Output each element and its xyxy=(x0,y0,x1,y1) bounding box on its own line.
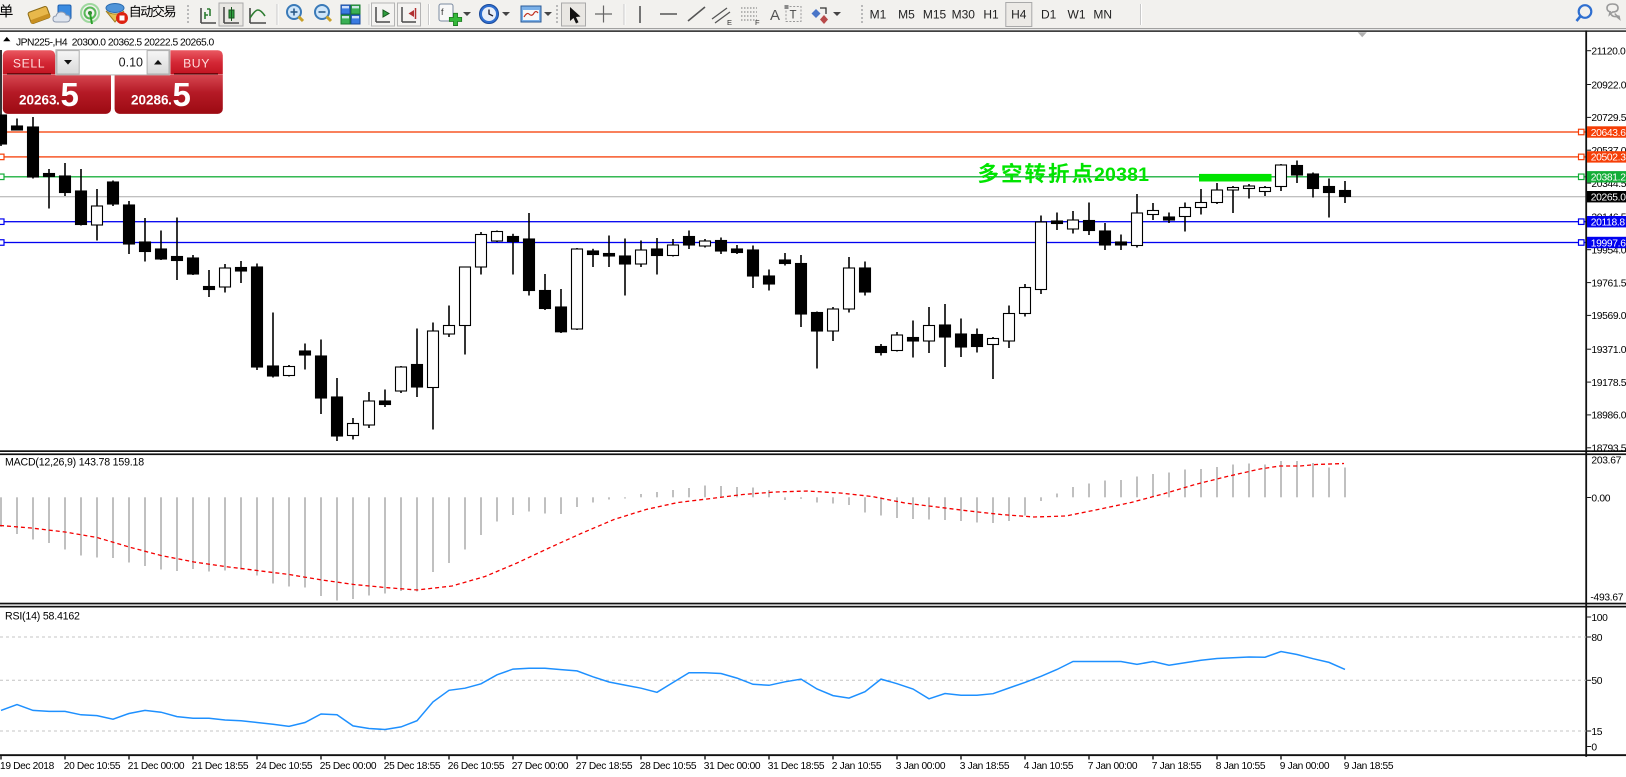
svg-text:M1: M1 xyxy=(870,8,887,22)
svg-text:0.00: 0.00 xyxy=(1591,493,1610,504)
svg-text:20344.5: 20344.5 xyxy=(1591,179,1626,190)
svg-text:H4: H4 xyxy=(1011,8,1027,22)
svg-text:SELL: SELL xyxy=(13,57,45,71)
svg-text:20643.6: 20643.6 xyxy=(1591,128,1626,139)
svg-text:BUY: BUY xyxy=(183,57,210,71)
svg-text:8 Jan 10:55: 8 Jan 10:55 xyxy=(1216,761,1266,772)
svg-text:18986.0: 18986.0 xyxy=(1591,411,1626,422)
svg-text:9 Jan 00:00: 9 Jan 00:00 xyxy=(1280,761,1330,772)
svg-text:21120.0: 21120.0 xyxy=(1591,47,1626,58)
svg-text:80: 80 xyxy=(1591,633,1602,644)
svg-text:.: . xyxy=(56,92,60,108)
svg-text:21 Dec 00:00: 21 Dec 00:00 xyxy=(128,761,185,772)
svg-text:W1: W1 xyxy=(1068,8,1086,22)
svg-text:5: 5 xyxy=(173,76,191,113)
svg-text:9 Jan 18:55: 9 Jan 18:55 xyxy=(1344,761,1394,772)
svg-text:M5: M5 xyxy=(898,8,915,22)
svg-text:20286: 20286 xyxy=(131,93,169,108)
svg-text:D1: D1 xyxy=(1041,8,1057,22)
svg-text:21 Dec 18:55: 21 Dec 18:55 xyxy=(192,761,249,772)
svg-text:0.10: 0.10 xyxy=(119,56,143,70)
svg-text:19761.5: 19761.5 xyxy=(1591,278,1626,289)
svg-text:25 Dec 00:00: 25 Dec 00:00 xyxy=(320,761,377,772)
svg-text:20381.2: 20381.2 xyxy=(1591,173,1626,184)
svg-text:3 Jan 00:00: 3 Jan 00:00 xyxy=(896,761,946,772)
svg-text:M15: M15 xyxy=(923,8,947,22)
svg-text:-493.67: -493.67 xyxy=(1590,592,1623,603)
svg-text:20502.3: 20502.3 xyxy=(1591,153,1626,164)
svg-text:27 Dec 00:00: 27 Dec 00:00 xyxy=(512,761,569,772)
svg-text:20381: 20381 xyxy=(1094,164,1149,186)
svg-text:.: . xyxy=(168,92,172,108)
svg-text:0: 0 xyxy=(1591,742,1597,753)
svg-text:19178.5: 19178.5 xyxy=(1591,378,1626,389)
svg-text:19 Dec 2018: 19 Dec 2018 xyxy=(0,761,55,772)
svg-text:7 Jan 00:00: 7 Jan 00:00 xyxy=(1088,761,1138,772)
svg-text:19569.0: 19569.0 xyxy=(1591,311,1626,322)
svg-text:5: 5 xyxy=(61,76,79,113)
svg-text:H1: H1 xyxy=(983,8,999,22)
svg-text:20263: 20263 xyxy=(19,93,57,108)
svg-text:RSI(14) 58.4162: RSI(14) 58.4162 xyxy=(5,611,80,623)
svg-text:20729.5: 20729.5 xyxy=(1591,113,1626,124)
svg-text:3 Jan 18:55: 3 Jan 18:55 xyxy=(960,761,1010,772)
svg-text:19954.0: 19954.0 xyxy=(1591,246,1626,257)
svg-text:20265.0: 20265.0 xyxy=(1591,193,1626,204)
svg-text:31 Dec 18:55: 31 Dec 18:55 xyxy=(768,761,825,772)
svg-text:25 Dec 18:55: 25 Dec 18:55 xyxy=(384,761,441,772)
svg-text:19371.0: 19371.0 xyxy=(1591,345,1626,356)
svg-text:20922.0: 20922.0 xyxy=(1591,80,1626,91)
svg-text:50: 50 xyxy=(1591,676,1602,687)
svg-text:f: f xyxy=(441,7,444,17)
svg-text:4 Jan 10:55: 4 Jan 10:55 xyxy=(1024,761,1074,772)
svg-text:F: F xyxy=(755,18,760,27)
svg-text:24 Dec 10:55: 24 Dec 10:55 xyxy=(256,761,313,772)
svg-text:31 Dec 00:00: 31 Dec 00:00 xyxy=(704,761,761,772)
svg-text:15: 15 xyxy=(1591,727,1602,738)
svg-text:28 Dec 10:55: 28 Dec 10:55 xyxy=(640,761,697,772)
svg-text:19997.6: 19997.6 xyxy=(1591,238,1626,249)
svg-text:100: 100 xyxy=(1591,613,1608,624)
svg-text:A: A xyxy=(770,7,780,24)
svg-text:MN: MN xyxy=(1093,8,1112,22)
svg-text:26 Dec 10:55: 26 Dec 10:55 xyxy=(448,761,505,772)
svg-text:203.67: 203.67 xyxy=(1591,456,1621,467)
svg-text:18793.5: 18793.5 xyxy=(1591,444,1626,455)
svg-text:T: T xyxy=(790,10,797,22)
svg-text:20 Dec 10:55: 20 Dec 10:55 xyxy=(64,761,121,772)
svg-text:2 Jan 10:55: 2 Jan 10:55 xyxy=(832,761,882,772)
svg-text:27 Dec 18:55: 27 Dec 18:55 xyxy=(576,761,633,772)
svg-text:JPN225-,H4 20300.0 20362.5 20: JPN225-,H4 20300.0 20362.5 20222.5 20265… xyxy=(16,37,215,48)
svg-text:M30: M30 xyxy=(952,8,976,22)
svg-text:E: E xyxy=(727,18,732,27)
svg-text:MACD(12,26,9) 143.78 159.18: MACD(12,26,9) 143.78 159.18 xyxy=(5,457,144,469)
svg-text:7 Jan 18:55: 7 Jan 18:55 xyxy=(1152,761,1202,772)
svg-text:20118.8: 20118.8 xyxy=(1591,218,1626,229)
